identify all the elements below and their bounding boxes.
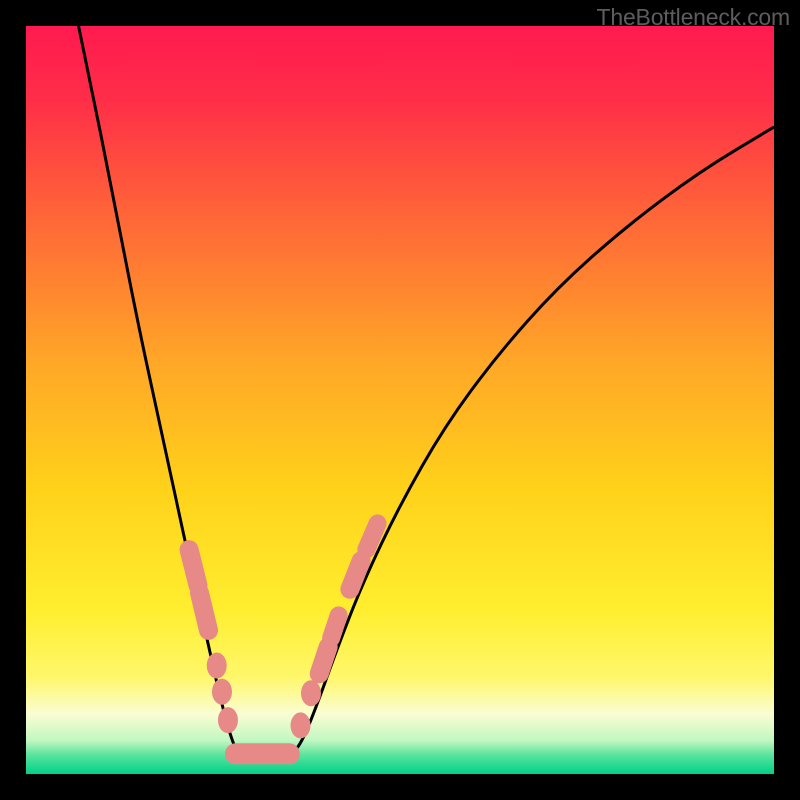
- gradient-chart-svg: [26, 26, 774, 774]
- data-marker: [218, 707, 238, 733]
- data-marker: [331, 615, 338, 637]
- plot-area: [26, 26, 774, 774]
- data-marker: [319, 647, 328, 674]
- gradient-background: [26, 26, 774, 774]
- data-marker: [291, 712, 311, 738]
- watermark-text: TheBottleneck.com: [597, 4, 790, 31]
- data-marker: [189, 550, 198, 586]
- data-marker: [350, 561, 361, 589]
- data-marker: [200, 593, 209, 630]
- data-marker: [212, 679, 232, 705]
- data-marker: [301, 680, 321, 706]
- data-marker: [366, 523, 377, 549]
- data-marker: [207, 653, 227, 679]
